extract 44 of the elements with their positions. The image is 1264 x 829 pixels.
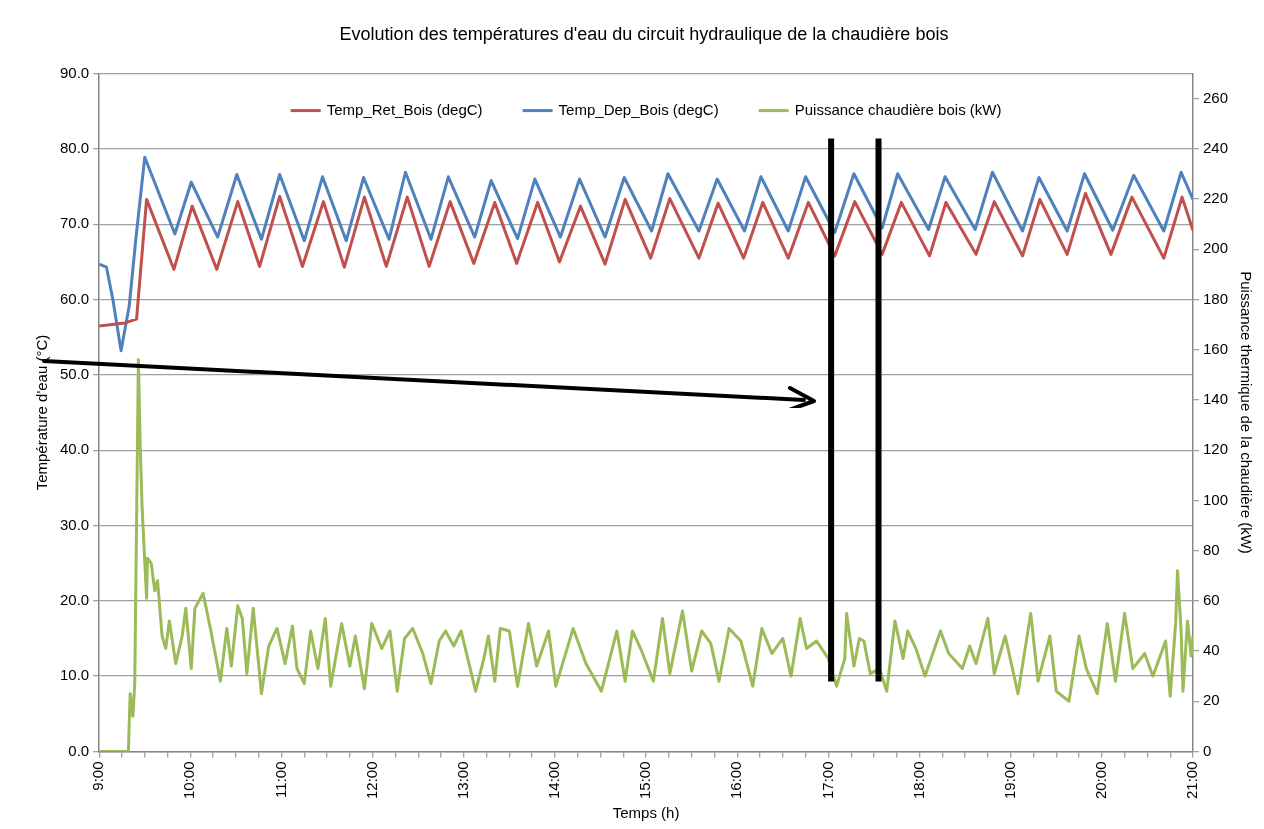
y2-tick-label: 240 (1202, 139, 1228, 157)
y2-tick-label: 60 (1202, 590, 1220, 608)
y2-tick-label: 160 (1202, 339, 1228, 357)
x-tick-label: 20:00 (1091, 761, 1109, 800)
y2-tick-label: 140 (1202, 390, 1228, 408)
chart-title: Evolution des températures d'eau du circuit hydraulique de la chaudière bois (339, 23, 949, 44)
x-tick-label: 14:00 (545, 761, 563, 800)
y-tick-label: 30.0 (59, 515, 90, 533)
y2-tick-label: 80 (1202, 540, 1220, 558)
y-tick-label: 50.0 (59, 365, 90, 383)
y-tick-label: 60.0 (59, 289, 90, 307)
y-tick-label: 20.0 (59, 590, 90, 608)
y-tick-label: 10.0 (59, 666, 90, 684)
y2-tick-label: 260 (1202, 88, 1228, 106)
y-tick-label: 80.0 (59, 139, 90, 157)
x-tick-label: 11:00 (271, 761, 289, 798)
y-tick-label: 90.0 (59, 63, 90, 81)
y2-tick-label: 180 (1202, 289, 1228, 307)
y-tick-label: 70.0 (59, 214, 90, 232)
y2-tick-label: 100 (1202, 490, 1228, 508)
legend-label: Temp_Ret_Bois (degC) (326, 100, 483, 118)
x-tick-label: 18:00 (909, 761, 927, 800)
x-tick-label: 10:00 (180, 761, 198, 800)
legend-label: Temp_Dep_Bois (degC) (558, 100, 719, 118)
x-tick-label: 21:00 (1183, 761, 1201, 800)
legend-label: Puissance chaudière bois (kW) (794, 100, 1002, 118)
x-tick-label: 12:00 (362, 761, 380, 800)
y2-axis-title: Puissance thermique de la chaudière (kW) (1237, 271, 1255, 554)
x-tick-label: 9:00 (89, 761, 107, 791)
x-tick-label: 19:00 (1000, 761, 1018, 800)
y2-tick-label: 220 (1202, 189, 1228, 207)
y2-tick-label: 200 (1202, 239, 1228, 257)
y-tick-label: 40.0 (59, 440, 90, 458)
x-tick-label: 13:00 (453, 761, 471, 800)
x-tick-label: 15:00 (636, 761, 654, 800)
y2-tick-label: 0 (1202, 741, 1212, 759)
y2-tick-label: 120 (1202, 440, 1228, 458)
x-tick-label: 16:00 (727, 761, 745, 800)
y-tick-label: 0.0 (68, 741, 90, 759)
y2-tick-label: 20 (1202, 691, 1220, 709)
x-tick-label: 17:00 (818, 761, 836, 800)
y-axis-title: Température d'eau (°C) (33, 334, 51, 491)
y2-tick-label: 40 (1202, 641, 1220, 659)
x-axis-title: Temps (h) (612, 804, 680, 822)
